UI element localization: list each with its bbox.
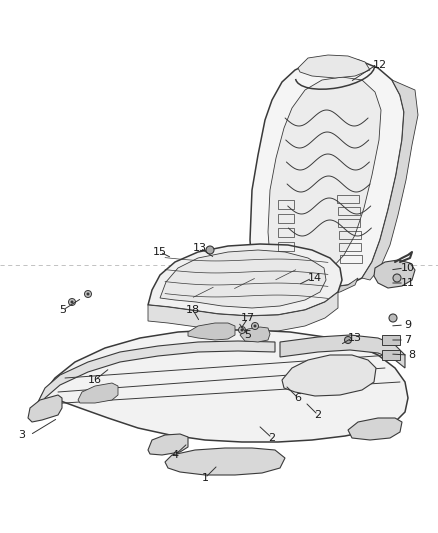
Bar <box>339 243 361 251</box>
Polygon shape <box>240 327 270 342</box>
Text: 17: 17 <box>241 313 255 323</box>
Polygon shape <box>268 288 318 314</box>
Polygon shape <box>165 448 285 475</box>
Text: 7: 7 <box>404 335 412 345</box>
Text: 12: 12 <box>373 60 387 70</box>
Polygon shape <box>258 278 358 296</box>
Text: 3: 3 <box>18 430 25 440</box>
Text: 13: 13 <box>193 243 207 253</box>
Polygon shape <box>28 395 62 422</box>
Text: 4: 4 <box>171 450 179 460</box>
Bar <box>338 207 360 215</box>
Text: 1: 1 <box>201 473 208 483</box>
Polygon shape <box>250 58 404 288</box>
Text: 11: 11 <box>401 278 415 288</box>
Bar <box>278 200 294 209</box>
Text: 2: 2 <box>314 410 321 420</box>
Circle shape <box>240 328 244 332</box>
Text: 14: 14 <box>308 273 322 283</box>
Circle shape <box>85 290 92 297</box>
Bar <box>382 335 400 345</box>
Polygon shape <box>38 341 275 412</box>
Polygon shape <box>148 244 342 316</box>
Bar <box>339 231 360 239</box>
Circle shape <box>206 246 214 254</box>
Text: 13: 13 <box>348 333 362 343</box>
Bar <box>339 255 361 263</box>
Text: 15: 15 <box>153 247 167 257</box>
Bar <box>337 195 359 203</box>
Circle shape <box>389 314 397 322</box>
Text: 10: 10 <box>401 263 415 273</box>
Polygon shape <box>188 323 235 340</box>
Bar <box>278 214 294 223</box>
Circle shape <box>251 322 258 329</box>
Text: 16: 16 <box>88 375 102 385</box>
Text: 18: 18 <box>186 305 200 315</box>
Polygon shape <box>374 260 415 288</box>
Polygon shape <box>348 418 402 440</box>
Text: 2: 2 <box>268 433 276 443</box>
Text: 5: 5 <box>60 305 67 315</box>
Polygon shape <box>148 292 338 332</box>
Circle shape <box>86 293 89 295</box>
Circle shape <box>68 298 75 305</box>
Text: 9: 9 <box>404 320 412 330</box>
Polygon shape <box>282 355 376 396</box>
Polygon shape <box>298 55 370 78</box>
Circle shape <box>345 336 352 343</box>
Polygon shape <box>78 383 118 403</box>
Text: 8: 8 <box>409 350 416 360</box>
Text: 6: 6 <box>294 393 301 403</box>
Polygon shape <box>362 80 418 280</box>
Polygon shape <box>268 77 381 274</box>
Polygon shape <box>35 330 408 442</box>
Polygon shape <box>280 335 405 368</box>
Bar <box>278 228 294 237</box>
Circle shape <box>71 301 74 303</box>
Bar <box>278 242 294 251</box>
Bar <box>382 350 400 360</box>
Circle shape <box>254 325 257 327</box>
Polygon shape <box>148 434 188 455</box>
Circle shape <box>239 327 246 334</box>
Circle shape <box>393 274 401 282</box>
Polygon shape <box>160 250 326 308</box>
Bar <box>338 219 360 227</box>
Text: 5: 5 <box>244 330 251 340</box>
